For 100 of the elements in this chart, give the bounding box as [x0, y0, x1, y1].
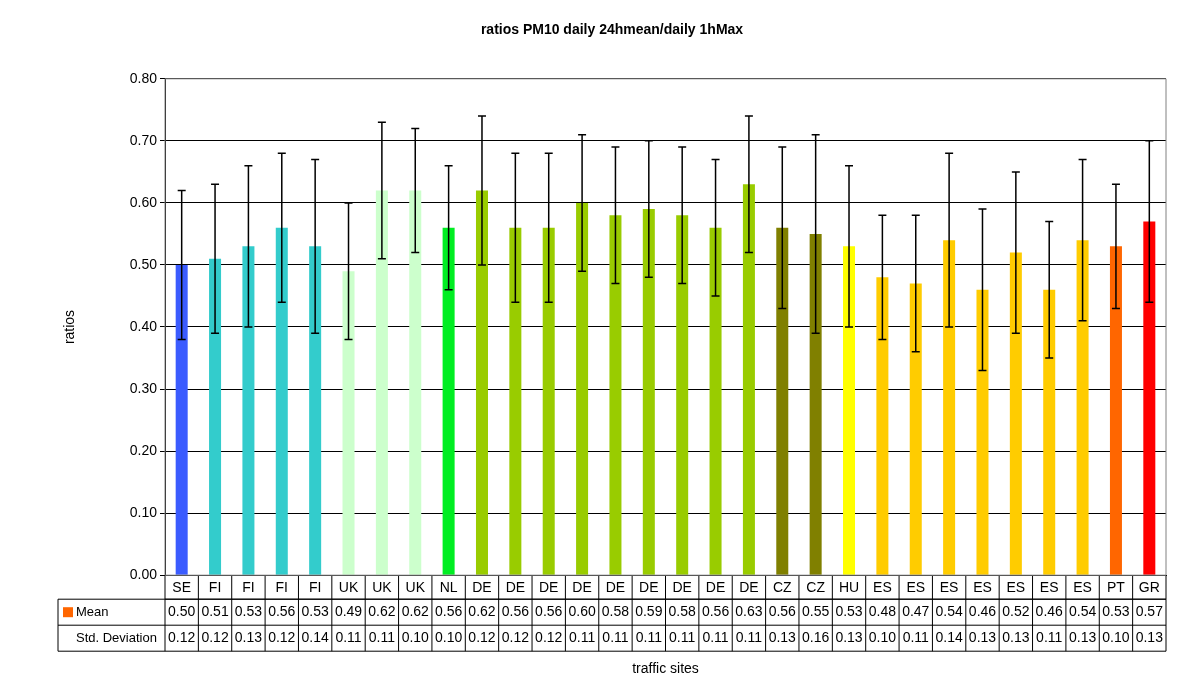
y-tick-label: 0.10 — [129, 504, 158, 521]
y-tick-label: 0.40 — [129, 317, 158, 334]
x-tick-label: ES — [1006, 579, 1026, 596]
x-tick-label: FI — [308, 579, 322, 596]
bar — [676, 215, 689, 575]
bar — [809, 233, 822, 575]
text: 0.12 — [501, 629, 530, 646]
bar — [509, 227, 522, 575]
data-label: 0.56 — [434, 603, 463, 620]
bar — [475, 190, 488, 575]
text: 0.11 — [902, 629, 930, 646]
text: 0.12 — [535, 629, 563, 646]
text: 0.11 — [335, 629, 362, 646]
data-label: 0.56 — [268, 603, 296, 620]
text: 0.14 — [935, 629, 963, 646]
data-label: 0.57 — [1135, 603, 1164, 620]
bar — [409, 190, 422, 575]
x-tick-label: ES — [906, 579, 926, 596]
data-label: 0.53 — [301, 603, 329, 620]
text: 0.11 — [368, 629, 396, 646]
text: 0.14 — [301, 629, 329, 646]
bar — [542, 227, 555, 575]
x-tick-label: UK — [372, 579, 393, 596]
bar — [175, 264, 188, 575]
x-tick-label: CZ — [772, 579, 793, 596]
chart-title: ratios PM10 daily 24hmean/daily 1hMax — [480, 21, 744, 38]
x-axis-title: traffic sites — [632, 660, 699, 677]
x-tick-label: SE — [172, 579, 192, 596]
data-label: 0.56 — [768, 603, 797, 620]
data-label: 0.46 — [968, 603, 997, 620]
bar — [943, 240, 956, 575]
text: 0.10 — [434, 629, 463, 646]
text: 0.11 — [635, 629, 663, 646]
text: 0.11 — [669, 629, 696, 646]
text: 0.13 — [968, 629, 997, 646]
data-label: 0.54 — [1068, 603, 1097, 620]
bar — [309, 246, 322, 575]
y-tick-label: 0.60 — [129, 193, 158, 210]
x-tick-label: CZ — [806, 579, 826, 596]
data-label: 0.53 — [1102, 603, 1130, 620]
y-tick-label: 0.50 — [129, 255, 158, 272]
bar — [742, 184, 755, 575]
x-tick-label: ES — [1073, 579, 1092, 596]
y-tick-label: 0.70 — [129, 131, 158, 148]
data-label: 0.60 — [568, 603, 596, 620]
x-tick-label: DE — [639, 579, 659, 596]
data-label: 0.54 — [935, 603, 963, 620]
text: 0.11 — [735, 629, 763, 646]
bar — [275, 227, 288, 575]
data-label: 0.62 — [468, 603, 496, 620]
data-label: 0.59 — [635, 603, 663, 620]
text: 0.16 — [802, 629, 830, 646]
x-tick-label: ES — [1039, 579, 1059, 596]
data-label: 0.63 — [735, 603, 763, 620]
x-tick-label: NL — [439, 579, 458, 596]
x-tick-label: DE — [472, 579, 492, 596]
legend-label: Mean — [76, 603, 109, 619]
y-axis-title: ratios — [61, 309, 78, 345]
text: 0.13 — [768, 629, 797, 646]
bar — [375, 190, 388, 575]
bar — [776, 227, 789, 575]
x-tick-label: PT — [1107, 579, 1126, 596]
x-tick-label: FI — [208, 579, 222, 596]
x-tick-label: DE — [572, 579, 592, 596]
text: 0.11 — [568, 629, 596, 646]
data-label: 0.56 — [501, 603, 530, 620]
bar — [876, 277, 889, 575]
data-label: 0.56 — [535, 603, 563, 620]
data-label: 0.55 — [802, 603, 830, 620]
x-tick-label: DE — [705, 579, 726, 596]
bar — [1076, 240, 1089, 575]
bar — [709, 227, 722, 575]
data-label: 0.50 — [168, 603, 196, 620]
text: 0.11 — [602, 629, 629, 646]
x-tick-label: DE — [605, 579, 626, 596]
data-label: 0.51 — [201, 603, 229, 620]
x-tick-label: UK — [405, 579, 426, 596]
text: 0.12 — [268, 629, 296, 646]
x-tick-label: ES — [873, 579, 892, 596]
text: 0.10 — [401, 629, 430, 646]
x-tick-label: HU — [838, 579, 860, 596]
text: 0.10 — [868, 629, 897, 646]
x-tick-label: DE — [538, 579, 559, 596]
y-tick-label: 0.80 — [129, 69, 158, 86]
data-label: 0.49 — [334, 603, 363, 620]
bar — [1143, 221, 1156, 575]
text: 0.13 — [1002, 629, 1030, 646]
y-tick-label: 0.00 — [129, 566, 158, 583]
data-label: 0.56 — [701, 603, 730, 620]
bar — [909, 283, 922, 575]
bar — [442, 227, 455, 575]
bar — [209, 258, 222, 575]
x-tick-label: FI — [275, 579, 289, 596]
data-label: 0.46 — [1035, 603, 1064, 620]
data-label: 0.53 — [835, 603, 863, 620]
bar — [576, 202, 589, 575]
x-tick-label: GR — [1138, 579, 1160, 596]
x-tick-label: FI — [242, 579, 255, 596]
data-label: 0.58 — [668, 603, 697, 620]
bar — [609, 215, 622, 575]
